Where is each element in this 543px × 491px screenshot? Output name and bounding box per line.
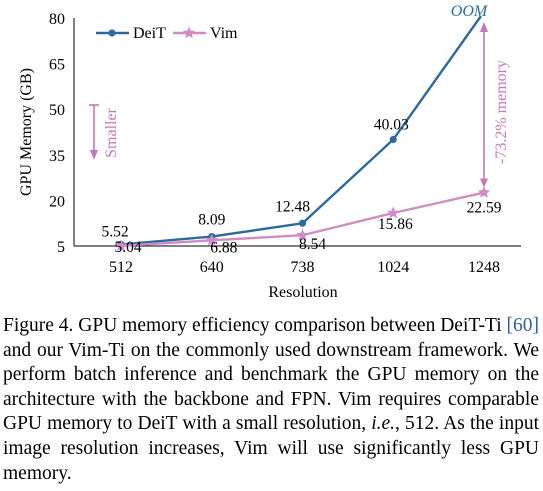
data-label-vim: 8.54 <box>299 236 326 253</box>
data-label-vim: 22.59 <box>467 200 502 217</box>
data-label-vim: 15.86 <box>378 216 413 233</box>
caption-body: and our Vim-Ti on the commonly used down… <box>3 339 539 435</box>
data-label-vim: 5.04 <box>114 239 141 256</box>
data-label-deit: 12.48 <box>275 198 310 215</box>
y-tick-label: 35 <box>49 148 65 165</box>
x-tick-label: 1024 <box>377 259 409 276</box>
series-vim-point <box>387 206 400 219</box>
series-deit-point <box>389 135 397 144</box>
x-tick-label: 1248 <box>468 259 500 276</box>
series-deit-point <box>298 219 307 227</box>
y-tick-label: 65 <box>49 57 65 74</box>
x-tick-label: 512 <box>109 259 133 276</box>
caption-end: , 512. As the input image resolution inc… <box>3 413 539 484</box>
caption-prefix: Figure 4. GPU memory efficiency comparis… <box>3 315 507 336</box>
legend-vim-label: Vim <box>210 25 238 42</box>
series-vim-point <box>477 186 491 198</box>
data-label-deit: 5.52 <box>101 223 128 240</box>
y-tick-label: 20 <box>49 193 65 210</box>
oom-label: OOM <box>451 3 489 20</box>
y-tick-label: 80 <box>49 11 65 28</box>
caption-reference-link[interactable]: [60] <box>506 315 540 336</box>
reduction-arrow-head-up <box>480 22 488 32</box>
x-tick-label: 640 <box>200 259 224 276</box>
chart-svg: 5 20 35 50 65 80 512 640 738 1024 1248 Resolution GP… <box>18 3 521 301</box>
data-label-deit: 40.03 <box>374 117 409 134</box>
smaller-label: Smaller <box>103 107 120 157</box>
x-tick-label: 738 <box>291 259 315 276</box>
legend-deit-label: DeiT <box>133 25 166 42</box>
caption-ie: i.e. <box>371 413 396 435</box>
series-vim-point <box>296 228 309 241</box>
y-tick-label: 5 <box>57 239 65 256</box>
y-tick-label: 50 <box>49 102 65 119</box>
reduction-arrow-head-down <box>480 178 488 188</box>
figure-caption: Figure 4. GPU memory efficiency comparis… <box>3 314 539 486</box>
smaller-arrow-head <box>90 150 98 160</box>
x-axis-label: Resolution <box>268 284 337 301</box>
gpu-memory-chart: 5 20 35 50 65 80 512 640 738 1024 1248 Resolution GP… <box>18 3 521 301</box>
y-axis-label: GPU Memory (GB) <box>18 68 35 196</box>
legend-deit-marker <box>108 29 116 37</box>
data-label-vim: 6.88 <box>210 239 237 256</box>
legend-vim-marker <box>182 26 196 39</box>
reduction-label: -73.2% memory <box>493 60 510 164</box>
series-vim-point <box>114 239 128 252</box>
data-label-deit: 8.09 <box>198 212 225 229</box>
series-vim-point <box>205 233 218 246</box>
